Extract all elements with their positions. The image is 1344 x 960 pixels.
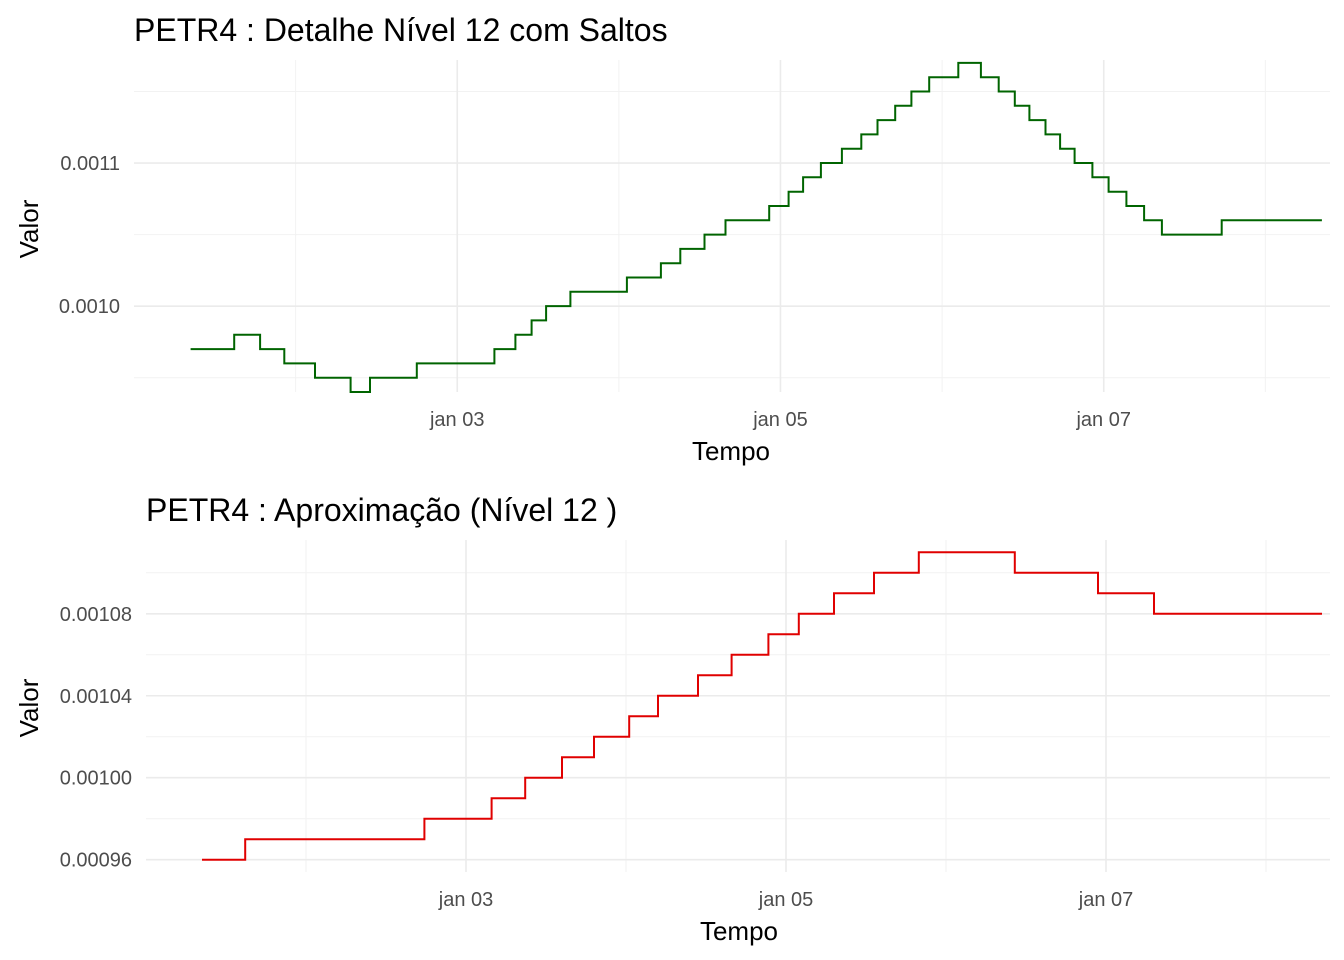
bottom-chart-y-tick-label: 0.00108 [60,604,132,626]
bottom-chart-y-tick-label: 0.00100 [60,768,132,790]
top-chart-y-tick-label: 0.0010 [59,296,120,318]
bottom-chart-panel: PETR4 : Aproximação (Nível 12 ) 0.000960… [14,492,1330,946]
bottom-chart-x-tick-label: jan 05 [758,889,814,911]
bottom-chart-x-tick-label: jan 07 [1078,889,1134,911]
top-chart-grid [134,60,1330,392]
bottom-chart-y-ticks: 0.00096 0.00100 0.00104 0.00108 [60,604,132,872]
bottom-chart-y-tick-label: 0.00104 [60,686,132,708]
bottom-chart-x-axis-label: Tempo [700,916,778,946]
top-chart-step-line [190,61,1322,393]
bottom-chart-title: PETR4 : Aproximação (Nível 12 ) [146,492,617,528]
top-chart-x-tick-label: jan 03 [429,409,485,431]
top-chart-title: PETR4 : Detalhe Nível 12 com Saltos [134,12,668,48]
top-chart-y-axis-label: Valor [14,199,44,258]
top-chart-y-ticks: 0.0010 0.0011 [59,153,120,318]
bottom-chart-series [202,551,1322,861]
top-chart-x-axis-label: Tempo [692,436,770,466]
top-chart-x-tick-label: jan 05 [752,409,808,431]
bottom-chart-x-tick-label: jan 03 [438,889,494,911]
top-chart-x-tick-label: jan 07 [1075,409,1131,431]
bottom-chart-y-axis-label: Valor [14,678,44,737]
bottom-chart-x-ticks: jan 03 jan 05 jan 07 [438,889,1134,911]
bottom-chart-grid [146,540,1330,872]
top-chart-x-ticks: jan 03 jan 05 jan 07 [429,409,1131,431]
bottom-chart-y-tick-label: 0.00096 [60,850,132,872]
top-chart-series [190,61,1322,393]
bottom-chart-step-line [202,551,1322,861]
top-chart-y-tick-label: 0.0011 [60,153,120,175]
top-chart-panel: PETR4 : Detalhe Nível 12 com Saltos 0.00… [14,12,1330,466]
